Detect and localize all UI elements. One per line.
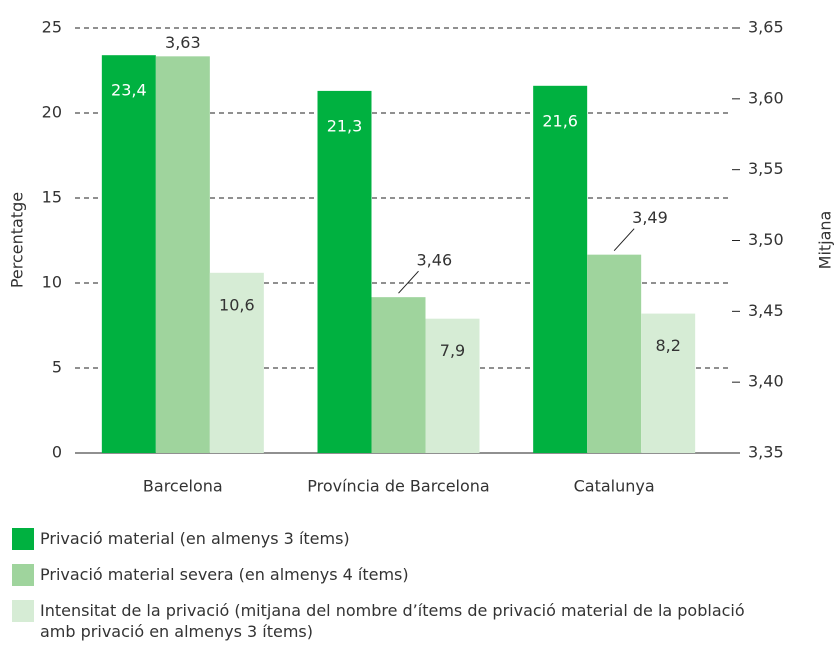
y-tick-label: 10 [42, 273, 62, 292]
x-tick-label: Barcelona [143, 477, 223, 496]
leader-line [613, 228, 635, 252]
data-label: 7,9 [440, 341, 465, 360]
bar [641, 313, 696, 453]
legend-item: Privació material (en almenys 3 ítems) [12, 528, 802, 550]
y2-axis-label: Mitjana [816, 211, 835, 270]
bar [155, 56, 210, 453]
legend-label: Privació material (en almenys 3 ítems) [40, 529, 350, 548]
data-label: 21,3 [327, 116, 363, 135]
data-label: 10,6 [219, 295, 255, 314]
data-label: 3,63 [165, 33, 201, 52]
y-tick-label: 5 [52, 358, 62, 377]
bar [317, 90, 372, 454]
legend-item: Intensitat de la privació (mitjana del n… [12, 600, 802, 642]
y2-tick-label: 3,65 [748, 18, 784, 37]
bar [533, 85, 588, 454]
data-label: 8,2 [655, 336, 680, 355]
x-tick-label: Província de Barcelona [307, 477, 489, 496]
data-label: 21,6 [542, 111, 578, 130]
y-tick-label: 15 [42, 188, 62, 207]
chart: Percentatge Mitjana 0 5 10 15 20 25 3,35 3,40 3,… [8, 18, 835, 496]
bar [209, 272, 264, 453]
legend-item: Privació material severa (en almenys 4 í… [12, 564, 802, 586]
y-tick-label: 20 [42, 103, 62, 122]
data-label: 23,4 [111, 81, 147, 100]
legend-swatch [12, 564, 34, 586]
y2-tick-label: 3,60 [748, 88, 784, 107]
legend-label: Intensitat de la privació (mitjana del n… [40, 601, 745, 641]
x-tick-label: Catalunya [574, 477, 655, 496]
y-axis-label: Percentatge [8, 192, 27, 288]
leader-line [398, 270, 419, 294]
y2-tick-label: 3,35 [748, 443, 784, 462]
bar [371, 297, 426, 453]
legend: Privació material (en almenys 3 ítems) Pr… [12, 528, 802, 656]
legend-swatch [12, 528, 34, 550]
y2-tick-label: 3,55 [748, 159, 784, 178]
y-tick-label: 0 [52, 443, 62, 462]
y-tick-label: 25 [42, 18, 62, 37]
y2-tick-label: 3,45 [748, 301, 784, 320]
bar [425, 318, 480, 453]
data-label: 3,49 [632, 208, 668, 227]
legend-swatch [12, 600, 34, 622]
legend-label: Privació material severa (en almenys 4 í… [40, 565, 409, 584]
bar [101, 55, 156, 453]
y2-tick-label: 3,40 [748, 372, 784, 391]
bar [587, 254, 642, 453]
data-label: 3,46 [417, 251, 453, 270]
y2-tick-label: 3,50 [748, 230, 784, 249]
